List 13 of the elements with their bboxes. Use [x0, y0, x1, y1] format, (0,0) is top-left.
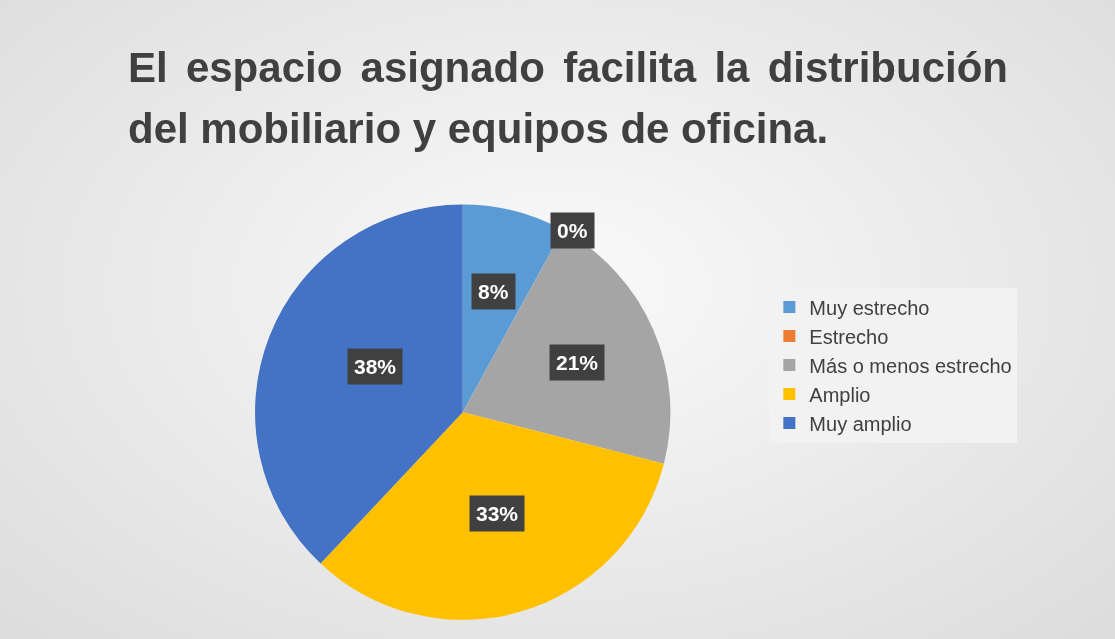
- legend-label: Estrecho: [809, 325, 889, 348]
- legend-label: Muy estrecho: [809, 296, 930, 319]
- legend-label: Amplio: [809, 383, 871, 406]
- chart-title: El espacio asignado facilita la distribución del mobiliario y equipos de oficina.: [128, 43, 1008, 154]
- data-label: 21%: [556, 351, 599, 374]
- data-label: 38%: [354, 355, 397, 378]
- pie-slice: [255, 204, 463, 564]
- text: 0%: [557, 219, 588, 242]
- legend-label: Muy amplio: [809, 412, 912, 435]
- legend-label: Más o menos estrecho: [809, 354, 1012, 377]
- data-label: 8%: [478, 280, 509, 303]
- data-label: 33%: [476, 502, 519, 525]
- pie-slice: [320, 412, 664, 620]
